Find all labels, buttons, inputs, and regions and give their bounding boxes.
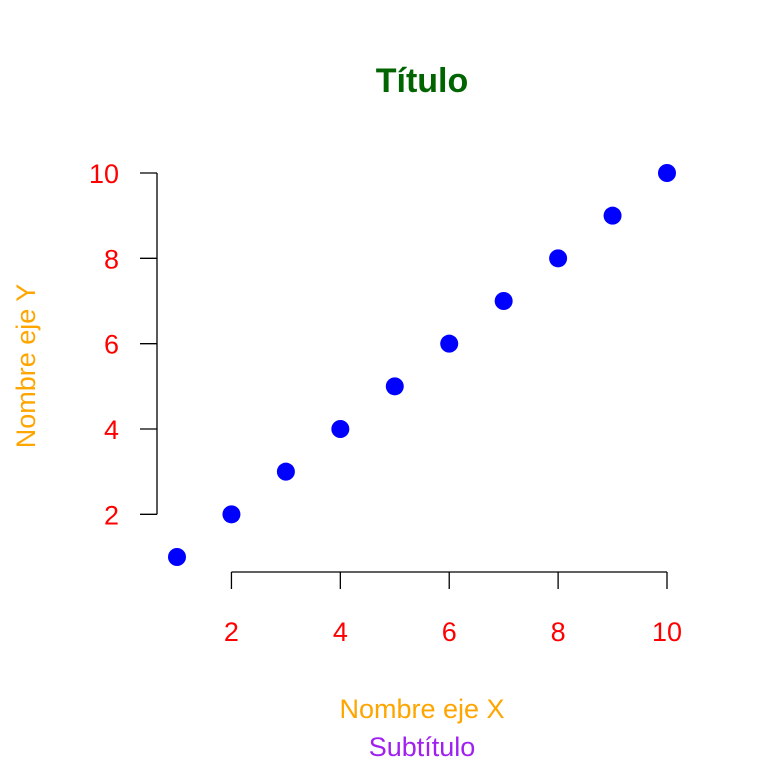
y-axis-label: Nombre eje Y xyxy=(11,284,41,449)
data-point xyxy=(658,164,676,182)
x-tick-label: 2 xyxy=(224,617,239,647)
data-point xyxy=(603,206,622,225)
x-tick-label: 4 xyxy=(333,617,348,647)
data-point xyxy=(549,249,568,268)
data-point xyxy=(222,505,241,524)
data-point xyxy=(494,292,513,310)
data-point xyxy=(440,334,459,353)
x-tick-label: 10 xyxy=(652,617,682,647)
y-tick-label: 10 xyxy=(89,159,119,189)
x-axis-ticks: 2 4 6 8 10 xyxy=(224,572,682,647)
chart-subtitle: Subtítulo xyxy=(369,732,476,762)
data-point xyxy=(168,548,186,566)
data-points xyxy=(168,164,676,566)
y-axis-ticks: 2 4 6 8 10 xyxy=(89,159,157,530)
y-tick-label: 4 xyxy=(104,415,119,445)
x-axis-label: Nombre eje X xyxy=(339,694,504,724)
chart-title: Título xyxy=(376,62,469,100)
y-tick-label: 8 xyxy=(104,244,119,274)
x-tick-label: 8 xyxy=(551,617,566,647)
data-point xyxy=(385,377,404,396)
y-tick-label: 6 xyxy=(104,330,119,360)
data-point xyxy=(276,462,295,481)
data-point xyxy=(331,420,350,438)
x-tick-label: 6 xyxy=(442,617,457,647)
y-tick-label: 2 xyxy=(104,500,119,530)
